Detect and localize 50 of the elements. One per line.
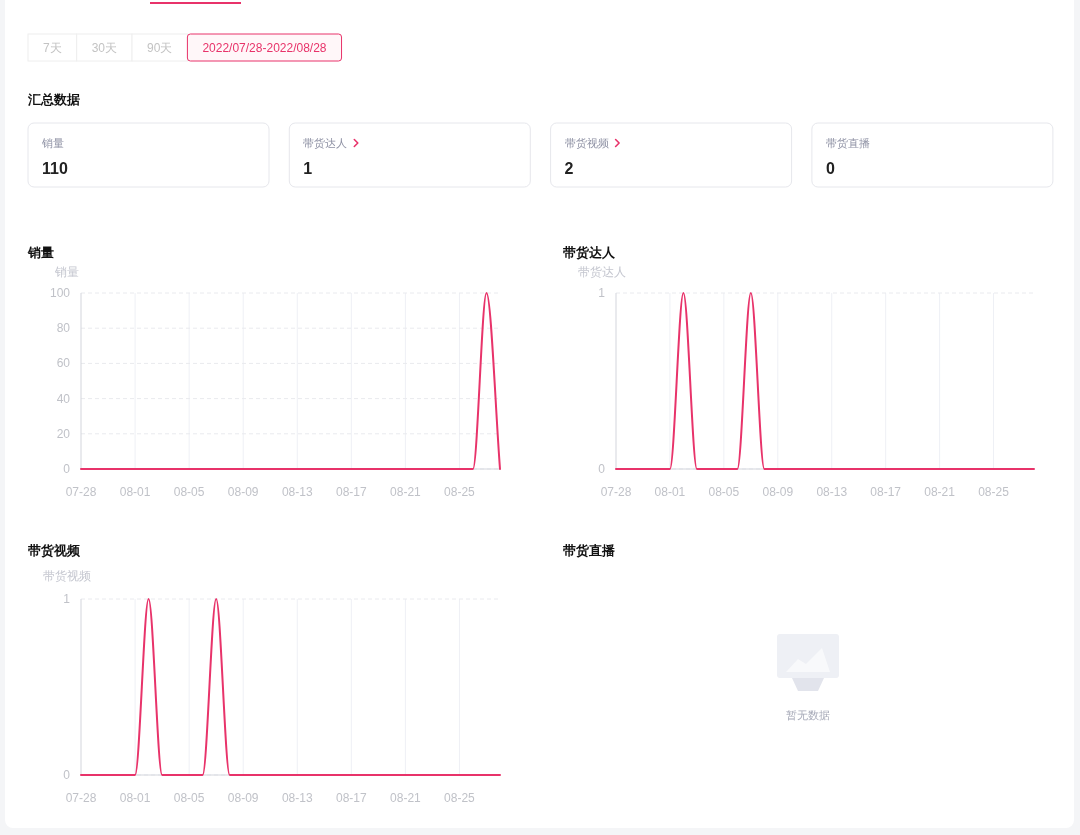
text: 带货直播 — [563, 542, 616, 558]
x-tick-label: 08-01 — [119, 485, 151, 499]
y-tick-label: 60 — [56, 356, 71, 371]
chart-title: 销量 — [27, 244, 54, 260]
text: 90天 — [147, 40, 173, 55]
category-label: 销量 — [41, 137, 64, 149]
x-tick-label: 08-13 — [281, 791, 313, 805]
text: 汇总数据 — [27, 91, 80, 107]
x-tick-label: 08-25 — [444, 485, 476, 499]
x-tick-label: 08-17 — [335, 485, 367, 499]
x-tick-label: 08-01 — [654, 485, 686, 499]
x-tick-label: 08-09 — [762, 485, 794, 499]
y-tick-label: 40 — [56, 391, 71, 406]
chart-title: 带货达人 — [563, 244, 616, 260]
text: 7天 — [43, 40, 62, 55]
x-tick-label: 08-17 — [870, 485, 902, 499]
x-tick-label: 08-09 — [227, 485, 259, 499]
x-tick-label: 08-21 — [390, 791, 422, 805]
text: 30天 — [91, 40, 118, 55]
y-tick-label: 80 — [56, 321, 71, 336]
x-tick-label: 08-13 — [816, 485, 848, 499]
x-tick-label: 08-05 — [173, 791, 205, 805]
text: 2022/07/28-2022/08/28 — [202, 40, 327, 55]
data-label: 110 — [42, 159, 68, 177]
data-label: 0 — [825, 159, 835, 177]
x-tick-label: 07-28 — [600, 485, 632, 499]
data-label: 2 — [564, 159, 574, 177]
x-tick-label: 08-05 — [708, 485, 740, 499]
x-tick-label: 08-13 — [281, 485, 313, 499]
y-tick-label: 1 — [63, 592, 71, 606]
x-tick-label: 08-01 — [119, 791, 151, 805]
text: 暂无数据 — [786, 709, 830, 721]
x-tick-label: 08-05 — [173, 485, 205, 499]
y-tick-label: 0 — [63, 768, 71, 782]
x-tick-label: 08-21 — [924, 485, 956, 499]
x-tick-label: 08-25 — [978, 485, 1010, 499]
x-tick-label: 07-28 — [65, 485, 97, 499]
x-tick-label: 08-21 — [390, 485, 422, 499]
x-tick-label: 08-09 — [227, 791, 259, 805]
chart-title: 带货视频 — [28, 542, 81, 558]
y-tick-label: 20 — [56, 426, 71, 441]
data-label: 1 — [303, 159, 313, 177]
category-label: 带货视频 — [564, 137, 609, 149]
category-label: 带货直播 — [825, 137, 870, 149]
category-label: 带货达人 — [303, 137, 348, 149]
y-tick-label: 100 — [49, 286, 71, 300]
x-tick-label: 08-25 — [444, 791, 476, 805]
x-tick-label: 08-17 — [335, 791, 367, 805]
y-tick-label: 0 — [63, 462, 71, 476]
x-tick-label: 07-28 — [65, 791, 97, 805]
